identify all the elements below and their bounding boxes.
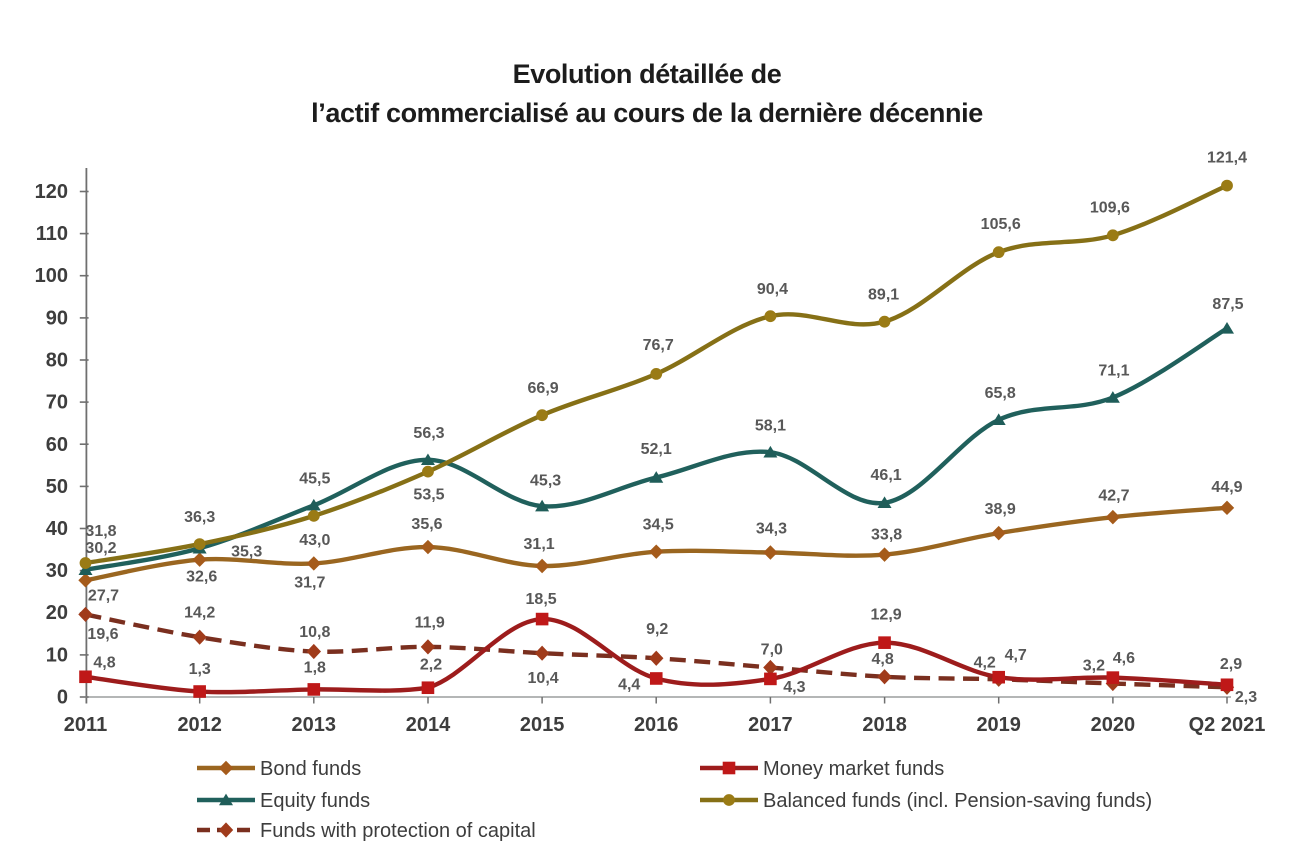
svg-text:9,2: 9,2 (646, 621, 668, 638)
svg-text:80: 80 (46, 350, 68, 372)
svg-text:105,6: 105,6 (981, 216, 1021, 233)
svg-text:2,9: 2,9 (1220, 656, 1242, 673)
svg-text:14,2: 14,2 (184, 605, 215, 622)
svg-text:1,8: 1,8 (304, 659, 326, 676)
svg-text:31,8: 31,8 (85, 523, 116, 540)
svg-text:90: 90 (46, 307, 68, 329)
svg-text:4,3: 4,3 (783, 679, 805, 696)
svg-text:34,3: 34,3 (756, 521, 787, 538)
svg-text:60: 60 (46, 434, 68, 456)
svg-text:18,5: 18,5 (526, 591, 557, 608)
svg-text:121,4: 121,4 (1207, 150, 1247, 167)
svg-text:31,7: 31,7 (294, 575, 325, 592)
svg-text:34,5: 34,5 (643, 517, 674, 534)
svg-text:56,3: 56,3 (413, 425, 444, 442)
svg-text:4,2: 4,2 (974, 654, 996, 671)
svg-text:11,9: 11,9 (415, 614, 445, 631)
svg-text:2017: 2017 (748, 714, 793, 736)
svg-text:45,5: 45,5 (299, 470, 330, 487)
svg-text:70: 70 (46, 392, 68, 414)
svg-text:27,7: 27,7 (88, 587, 119, 604)
svg-text:Q2 2021: Q2 2021 (1189, 714, 1266, 736)
svg-text:76,7: 76,7 (643, 337, 674, 354)
svg-text:35,3: 35,3 (231, 543, 262, 560)
svg-text:12,9: 12,9 (871, 607, 902, 624)
svg-text:10: 10 (46, 644, 68, 666)
svg-text:120: 120 (35, 181, 68, 203)
svg-text:87,5: 87,5 (1212, 296, 1243, 313)
svg-text:90,4: 90,4 (757, 281, 788, 298)
svg-text:44,9: 44,9 (1211, 479, 1242, 496)
svg-text:l’actif commercialisé au cours: l’actif commercialisé au cours de la der… (311, 98, 983, 128)
svg-text:2011: 2011 (64, 714, 107, 736)
svg-text:46,1: 46,1 (871, 467, 902, 484)
svg-text:38,9: 38,9 (985, 501, 1016, 518)
svg-text:58,1: 58,1 (755, 417, 786, 434)
svg-text:65,8: 65,8 (985, 385, 1016, 402)
svg-text:0: 0 (57, 687, 68, 709)
svg-text:35,6: 35,6 (411, 516, 442, 533)
svg-text:66,9: 66,9 (528, 380, 559, 397)
svg-text:20: 20 (46, 602, 68, 624)
svg-text:52,1: 52,1 (641, 441, 672, 458)
svg-text:50: 50 (46, 476, 68, 498)
svg-text:42,7: 42,7 (1098, 488, 1129, 505)
svg-text:19,6: 19,6 (87, 626, 118, 643)
svg-text:4,6: 4,6 (1113, 650, 1135, 667)
svg-text:10,8: 10,8 (299, 624, 330, 641)
svg-text:31,1: 31,1 (524, 536, 555, 553)
svg-text:100: 100 (35, 265, 68, 287)
svg-text:2014: 2014 (406, 714, 451, 736)
svg-text:7,0: 7,0 (761, 642, 783, 659)
svg-text:30: 30 (46, 560, 68, 582)
svg-text:4,4: 4,4 (618, 677, 640, 694)
svg-text:89,1: 89,1 (868, 287, 899, 304)
svg-text:33,8: 33,8 (871, 527, 902, 544)
svg-text:4,7: 4,7 (1005, 647, 1027, 664)
svg-text:109,6: 109,6 (1090, 199, 1130, 216)
svg-text:30,2: 30,2 (85, 540, 116, 557)
svg-text:43,0: 43,0 (299, 532, 330, 549)
svg-text:40: 40 (46, 518, 68, 540)
svg-text:110: 110 (36, 223, 68, 245)
svg-text:Bond funds: Bond funds (260, 758, 361, 780)
svg-text:2019: 2019 (976, 714, 1021, 736)
svg-text:2,3: 2,3 (1235, 689, 1257, 706)
svg-text:Funds with protection of capit: Funds with protection of capital (260, 820, 536, 842)
svg-text:32,6: 32,6 (186, 569, 217, 586)
svg-text:2020: 2020 (1091, 714, 1136, 736)
svg-text:Balanced funds (incl. Pension-: Balanced funds (incl. Pension-saving fun… (763, 790, 1152, 812)
svg-text:45,3: 45,3 (530, 473, 561, 490)
svg-text:4,8: 4,8 (93, 655, 115, 672)
svg-text:2,2: 2,2 (420, 656, 442, 673)
svg-text:3,2: 3,2 (1083, 658, 1105, 675)
svg-text:4,8: 4,8 (871, 651, 893, 668)
svg-text:10,4: 10,4 (528, 670, 559, 687)
svg-text:36,3: 36,3 (184, 509, 215, 526)
svg-text:71,1: 71,1 (1098, 363, 1129, 380)
svg-text:1,3: 1,3 (189, 661, 211, 678)
svg-text:2015: 2015 (520, 714, 565, 736)
svg-text:2018: 2018 (862, 714, 907, 736)
svg-text:Evolution détaillée de: Evolution détaillée de (513, 59, 782, 89)
svg-text:2013: 2013 (292, 714, 337, 736)
svg-text:Money market funds: Money market funds (763, 758, 944, 780)
svg-text:2012: 2012 (177, 714, 222, 736)
svg-text:Equity funds: Equity funds (260, 790, 370, 812)
svg-text:2016: 2016 (634, 714, 679, 736)
svg-text:53,5: 53,5 (413, 487, 444, 504)
